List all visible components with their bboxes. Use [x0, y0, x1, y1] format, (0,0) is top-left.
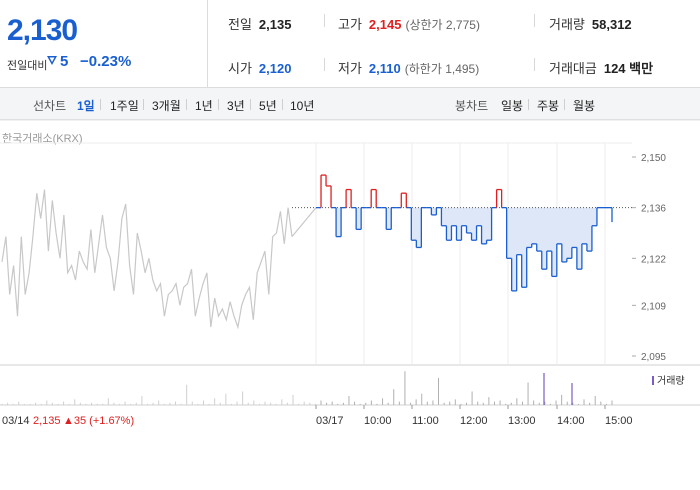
- candle-chart-label: 봉차트: [455, 99, 489, 113]
- volume-legend-label: 거래량: [657, 376, 685, 387]
- x-tick-label: 03/17: [316, 415, 344, 427]
- diff-rate: −0.23%: [80, 53, 132, 70]
- line-chart-label: 선차트: [33, 99, 67, 113]
- y-tick-label: 2,109: [641, 301, 666, 312]
- x-tick-label: 12:00: [460, 415, 488, 427]
- stat-high: 고가 2,145 (상한가 2,775): [338, 14, 480, 33]
- below-baseline-fill: [316, 207, 612, 291]
- prev-close-price: 2,135: [33, 415, 61, 427]
- lower-limit: (하한가 1,495): [404, 62, 480, 76]
- period-3y[interactable]: 3년: [227, 99, 245, 113]
- stat-low: 저가 2,110 (하한가 1,495): [338, 58, 479, 77]
- x-tick-label: 13:00: [508, 415, 536, 427]
- x-tick-label: 11:00: [412, 415, 439, 427]
- stat-label: 거래량: [549, 17, 585, 32]
- diff-value: 5: [60, 53, 69, 70]
- candle-daily[interactable]: 일봉: [501, 99, 524, 113]
- stat-value: 2,145: [368, 17, 402, 32]
- stat-trade-amount: 거래대금 124 백만: [549, 58, 653, 77]
- price-box: 2,130 전일대비 5 −0.23%: [0, 0, 208, 88]
- y-tick-label: 2,136: [641, 204, 666, 215]
- data-source: 한국거래소(KRX): [2, 133, 83, 145]
- price-chart[interactable]: 2,150 2,136 2,122 2,109 2,095: [0, 0, 700, 412]
- x-tick-label: 14:00: [557, 415, 585, 427]
- x-tick-label: 15:00: [605, 415, 633, 427]
- volume-legend: 거래량: [652, 372, 685, 387]
- x-tick-label: 10:00: [364, 415, 392, 427]
- down-triangle-icon: [47, 56, 57, 65]
- session-gap-connector: [291, 207, 317, 237]
- upper-limit: (상한가 2,775): [405, 18, 480, 32]
- volume-legend-swatch: [652, 376, 654, 385]
- stat-open: 시가 2,120: [228, 58, 291, 77]
- period-1y[interactable]: 1년: [195, 99, 213, 113]
- stat-value: 58,312: [591, 17, 632, 32]
- stat-label: 저가: [338, 61, 362, 76]
- stat-prev-close: 전일 2,135: [228, 14, 291, 33]
- diff-label: 전일대비: [7, 60, 48, 72]
- stat-label: 거래대금: [549, 61, 597, 76]
- stat-volume: 거래량 58,312: [549, 14, 632, 33]
- prev-change: ▲35 (+1.67%): [63, 415, 135, 427]
- y-tick-label: 2,122: [641, 254, 666, 265]
- stat-value: 2,110: [368, 61, 401, 76]
- period-10y[interactable]: 10년: [290, 99, 315, 113]
- period-1d[interactable]: 1일: [77, 99, 95, 113]
- y-tick-label: 2,150: [641, 153, 666, 164]
- stat-value: 124 백만: [603, 61, 654, 76]
- period-5y[interactable]: 5년: [259, 99, 277, 113]
- current-price: 2,130: [7, 14, 78, 47]
- stat-label: 시가: [228, 61, 252, 76]
- prev-date: 03/14: [2, 415, 30, 427]
- stat-label: 고가: [338, 17, 362, 32]
- period-3m[interactable]: 3개월: [152, 99, 181, 113]
- stat-value: 2,135: [258, 17, 292, 32]
- quote-summary: 2,130 전일대비 5 −0.23% 전일 2,135 고가 2,145 (상한가 …: [0, 0, 700, 88]
- period-1w[interactable]: 1주일: [110, 99, 139, 113]
- stat-value: 2,120: [258, 61, 292, 76]
- y-tick-label: 2,095: [641, 352, 666, 363]
- chart-footer: 03/14 2,135 ▲35 (+1.67%) 03/17 10:00 11:…: [0, 412, 700, 428]
- candle-weekly[interactable]: 주봉: [537, 99, 560, 113]
- stat-label: 전일: [228, 17, 252, 32]
- prev-day-series: [1, 189, 293, 330]
- chart-period-bar: 선차트 1일 1주일 3개월 1년 3년 5년 10년 봉차트 일봉 주봉 월봉: [0, 88, 700, 120]
- candle-monthly[interactable]: 월봉: [573, 99, 596, 113]
